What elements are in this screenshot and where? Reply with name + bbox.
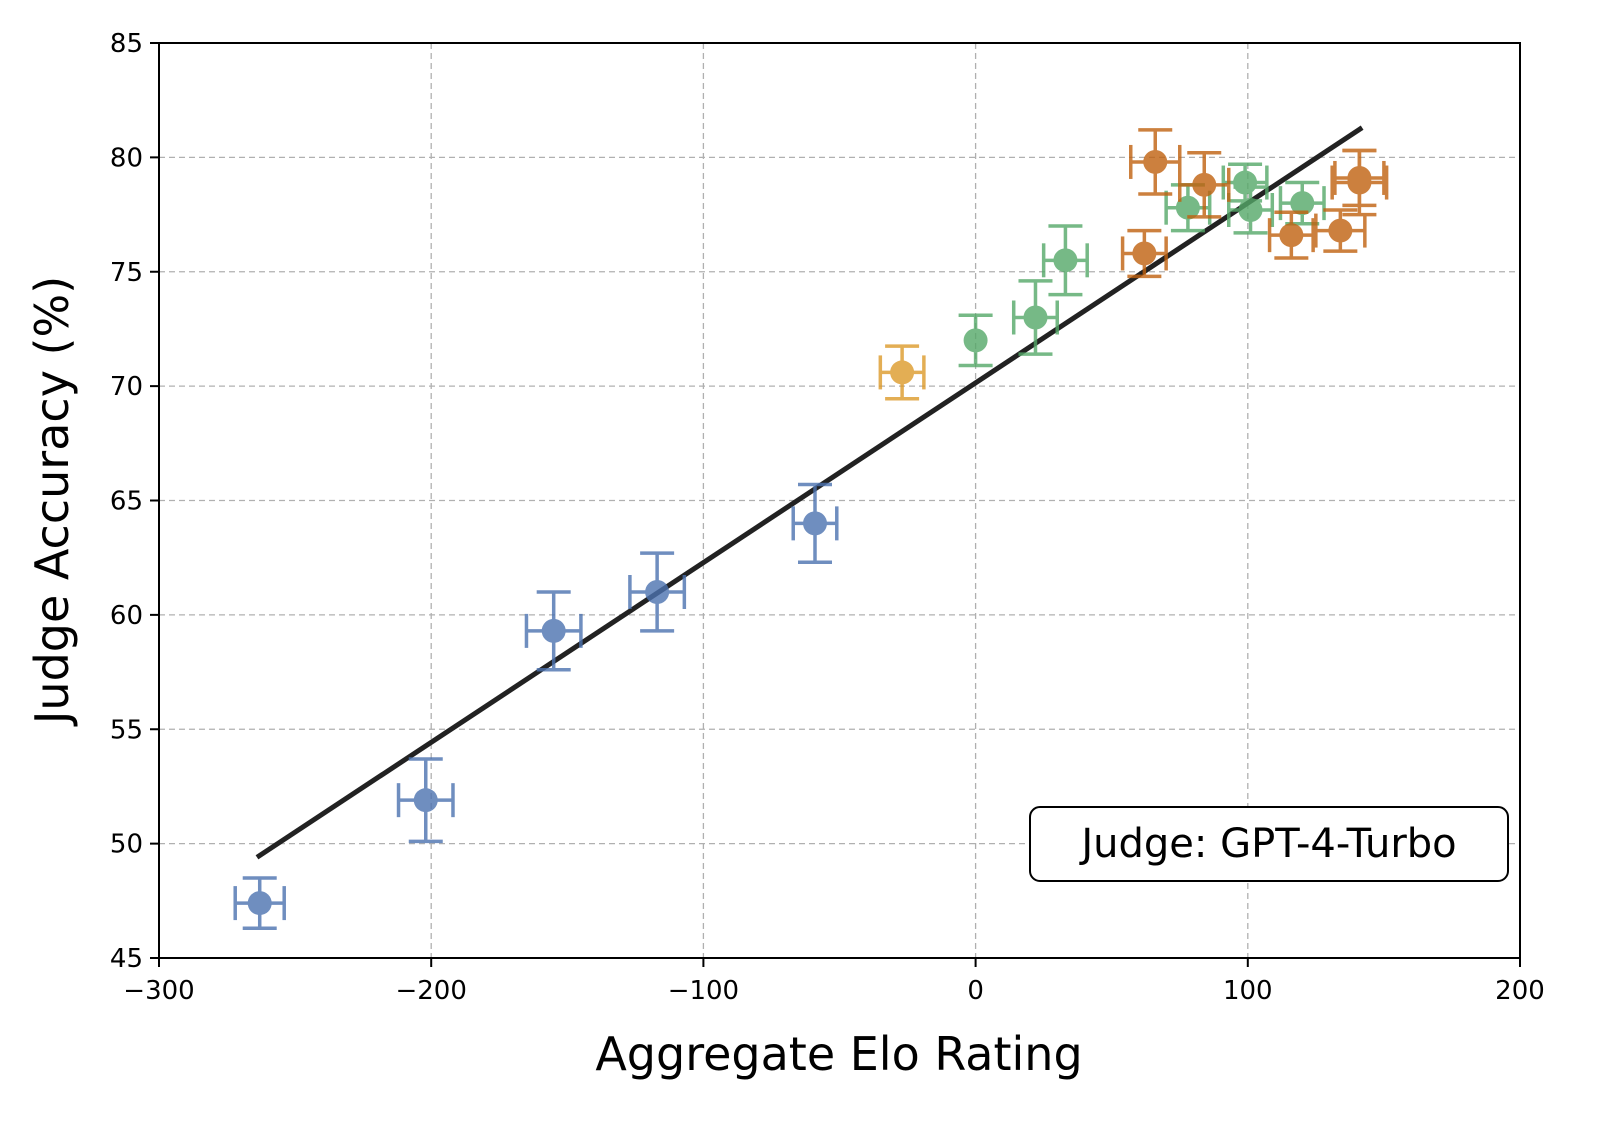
x-tick-label: −100 (668, 976, 739, 1006)
data-point (1120, 228, 1168, 279)
x-tick-label: −200 (395, 976, 466, 1006)
x-tick-label: 200 (1495, 976, 1545, 1006)
y-tick-label: 55 (110, 715, 143, 745)
annotation-box: Judge: GPT-4-Turbo (1029, 806, 1509, 882)
data-point (1267, 210, 1315, 260)
point-marker (1279, 223, 1304, 248)
point-marker (1143, 149, 1168, 174)
y-tick-label: 60 (110, 601, 143, 631)
fit-line-group (255, 125, 1364, 860)
series-blue (233, 482, 839, 931)
data-point (958, 313, 993, 368)
annotation-frame (1029, 806, 1509, 882)
point-marker (1290, 191, 1315, 216)
data-point (628, 551, 687, 633)
point-marker (803, 511, 828, 536)
y-tick-label: 85 (110, 29, 143, 59)
point-marker (1192, 172, 1217, 197)
point-marker (413, 788, 438, 813)
fit-line (255, 125, 1364, 860)
point-marker (1347, 170, 1372, 195)
point-marker (1233, 170, 1258, 195)
series-green (958, 162, 1326, 368)
series-orange (1120, 128, 1389, 279)
point-marker (1238, 197, 1263, 222)
y-ticks: 45 50 55 60 65 70 75 80 85 (110, 29, 159, 974)
x-tick-label: 100 (1223, 976, 1273, 1006)
series-yellow (878, 344, 926, 401)
data-point (878, 344, 926, 401)
point-marker (1328, 218, 1353, 243)
x-tick-label: −300 (123, 976, 194, 1006)
point-marker (1132, 241, 1157, 266)
data-point (1330, 148, 1389, 217)
data-point (1226, 185, 1275, 235)
data-points (233, 128, 1389, 931)
data-point (233, 876, 286, 931)
data-point (1129, 128, 1182, 196)
y-tick-label: 75 (110, 258, 143, 288)
data-point (1164, 183, 1212, 233)
x-tick-label: 0 (967, 976, 984, 1006)
point-marker (1023, 305, 1048, 330)
point-marker (1053, 248, 1078, 273)
data-point (1314, 208, 1367, 253)
y-tick-label: 80 (110, 143, 143, 173)
annotation-text: Judge: GPT-4-Turbo (1078, 821, 1456, 867)
data-point (1178, 151, 1231, 219)
data-point (524, 590, 583, 672)
point-marker (1175, 195, 1200, 220)
x-axis-label: Aggregate Elo Rating (595, 1027, 1082, 1081)
data-point (791, 482, 839, 565)
data-point (1041, 224, 1089, 297)
y-tick-label: 70 (110, 372, 143, 402)
y-tick-label: 50 (110, 830, 143, 860)
point-marker (963, 328, 988, 353)
data-point (1011, 279, 1060, 356)
x-ticks: −300 −200 −100 0 100 200 (123, 958, 1545, 1006)
data-point (396, 757, 455, 844)
y-tick-label: 65 (110, 487, 143, 517)
y-tick-label: 45 (110, 944, 143, 974)
point-marker (890, 360, 915, 385)
point-marker (541, 618, 566, 643)
point-marker (247, 891, 272, 916)
y-axis-label: Judge Accuracy (%) (25, 276, 79, 727)
point-marker (645, 580, 670, 604)
